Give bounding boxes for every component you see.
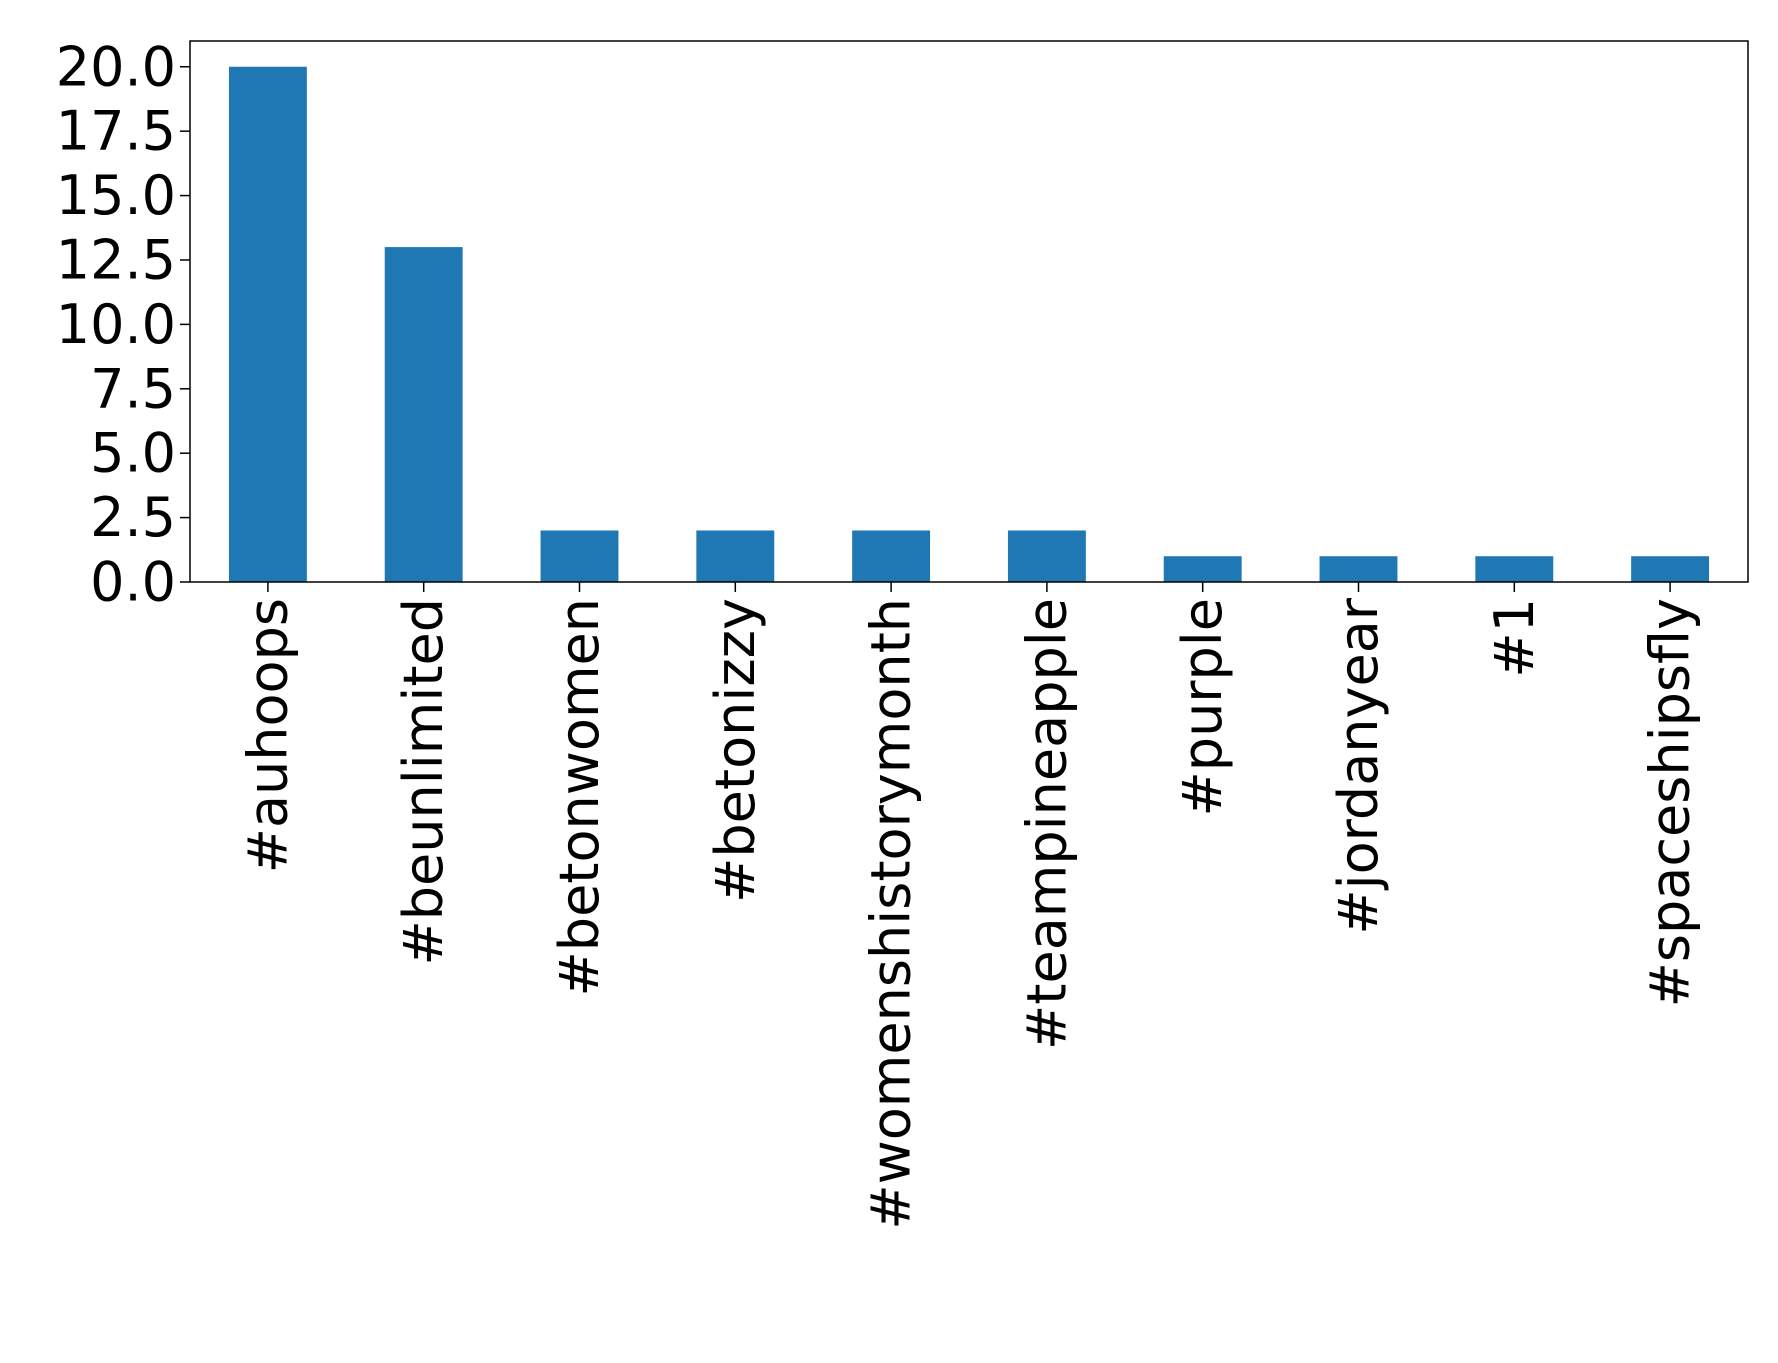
x-axis: #auhoops #beunlimited #betonwomen #betonizz… bbox=[236, 582, 1702, 1230]
x-tick-label: #betonwomen bbox=[548, 598, 611, 996]
x-tick-label: #beunlimited bbox=[392, 598, 455, 965]
x-tick-label: #spaceshipsfly bbox=[1639, 598, 1702, 1007]
y-tick-label: 5.0 bbox=[90, 422, 176, 485]
x-tick-label: #womenshistorymonth bbox=[860, 598, 923, 1230]
x-tick-label: #1 bbox=[1483, 598, 1546, 678]
bar bbox=[696, 530, 775, 582]
x-tick-label: #jordanyear bbox=[1327, 597, 1390, 934]
bar bbox=[384, 247, 463, 582]
y-tick-label: 12.5 bbox=[56, 228, 176, 291]
bar bbox=[228, 66, 307, 582]
y-tick-label: 2.5 bbox=[90, 486, 176, 549]
bar bbox=[1163, 556, 1242, 582]
x-tick-label: #betonizzy bbox=[704, 598, 767, 903]
y-axis: 0.02.55.07.510.012.515.017.520.0 bbox=[56, 35, 190, 614]
y-tick-label: 15.0 bbox=[56, 164, 176, 227]
x-tick-label: #purple bbox=[1171, 598, 1234, 816]
y-tick-label: 10.0 bbox=[56, 293, 176, 356]
y-tick-label: 7.5 bbox=[90, 357, 176, 420]
y-tick-label: 20.0 bbox=[56, 35, 176, 98]
bar bbox=[1319, 556, 1398, 582]
bar bbox=[1475, 556, 1554, 582]
y-tick-label: 17.5 bbox=[56, 100, 176, 163]
bar bbox=[852, 530, 931, 582]
plot-frame bbox=[189, 40, 1749, 583]
bar bbox=[1631, 556, 1710, 582]
bars-layer bbox=[228, 66, 1710, 582]
y-tick-label: 0.0 bbox=[90, 551, 176, 614]
bar bbox=[540, 530, 619, 582]
bar bbox=[1007, 530, 1086, 582]
x-tick-label: #teampineapple bbox=[1015, 598, 1078, 1050]
x-tick-label: #auhoops bbox=[236, 598, 299, 873]
